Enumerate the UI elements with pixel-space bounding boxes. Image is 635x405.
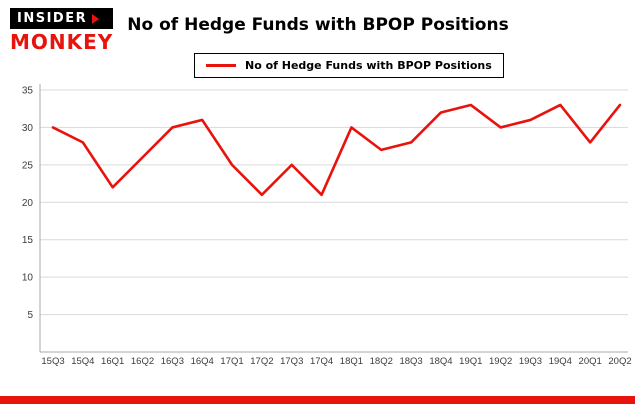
- x-tick-label: 16Q3: [161, 356, 184, 367]
- x-tick-label: 20Q1: [579, 356, 602, 367]
- x-tick-label: 16Q4: [191, 356, 214, 367]
- logo-insider-banner: INSIDER: [10, 8, 114, 29]
- logo-monkey-text: MONKEY: [10, 30, 114, 54]
- logo-insider-text: INSIDER: [17, 11, 88, 26]
- y-tick-label: 20: [22, 198, 34, 209]
- legend-line-swatch: [206, 64, 236, 67]
- x-tick-label: 16Q1: [101, 356, 124, 367]
- logo-triangle-icon: [92, 13, 100, 24]
- x-tick-label: 17Q4: [310, 356, 333, 367]
- x-tick-label: 18Q2: [370, 356, 393, 367]
- x-tick-label: 17Q2: [250, 356, 273, 367]
- x-tick-label: 15Q3: [41, 356, 64, 367]
- footer-red-bar: [0, 396, 635, 404]
- page-title: No of Hedge Funds with BPOP Positions: [127, 15, 509, 35]
- header: INSIDER MONKEY No of Hedge Funds with BP…: [10, 8, 509, 54]
- x-tick-label: 16Q2: [131, 356, 154, 367]
- y-tick-label: 35: [22, 86, 34, 97]
- y-tick-label: 30: [22, 123, 34, 134]
- x-tick-label: 19Q3: [519, 356, 542, 367]
- x-tick-label: 19Q2: [489, 356, 512, 367]
- insider-monkey-logo: INSIDER MONKEY: [10, 8, 114, 54]
- legend-label: No of Hedge Funds with BPOP Positions: [245, 59, 492, 72]
- x-tick-label: 19Q4: [549, 356, 572, 367]
- y-tick-label: 25: [22, 160, 34, 171]
- y-tick-label: 15: [22, 235, 34, 246]
- x-tick-label: 20Q2: [608, 356, 631, 367]
- x-tick-label: 17Q3: [280, 356, 303, 367]
- x-tick-label: 15Q4: [71, 356, 94, 367]
- x-tick-label: 17Q1: [220, 356, 243, 367]
- x-tick-label: 18Q1: [340, 356, 363, 367]
- y-tick-label: 10: [22, 273, 34, 284]
- x-tick-label: 18Q4: [429, 356, 452, 367]
- x-tick-label: 19Q1: [459, 356, 482, 367]
- legend: No of Hedge Funds with BPOP Positions: [194, 53, 504, 78]
- x-tick-label: 18Q3: [399, 356, 422, 367]
- series-line: [51, 103, 622, 197]
- y-tick-label: 5: [27, 310, 33, 321]
